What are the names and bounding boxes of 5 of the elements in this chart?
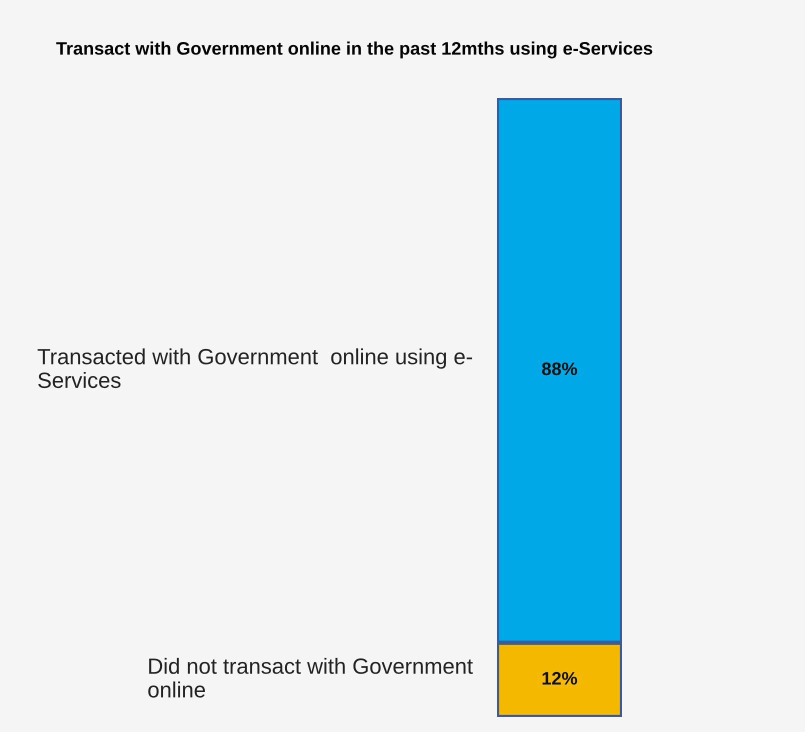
chart-title: Transact with Government online in the past 12mths using e-Services bbox=[56, 42, 652, 58]
data-label: 88% bbox=[542, 362, 578, 376]
series-label: Transacted with Government online using e- Services bbox=[38, 348, 472, 388]
data-label: 12% bbox=[542, 672, 578, 685]
series-label: Did not transact with Government online bbox=[148, 658, 473, 698]
